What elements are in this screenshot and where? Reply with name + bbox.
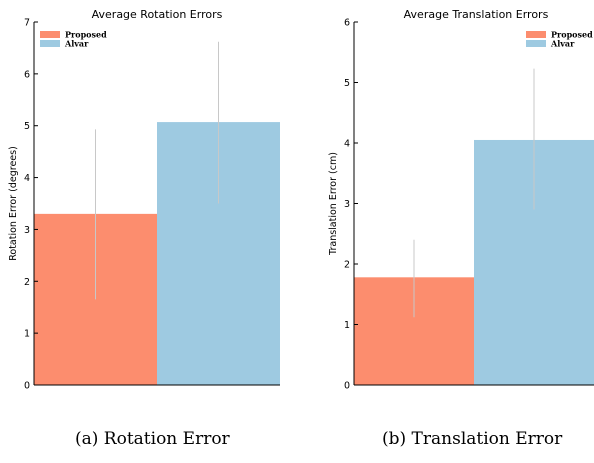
- translation-legend-label-proposed: Proposed: [551, 30, 593, 40]
- rotation-y-axis-label: Rotation Error (degrees): [8, 146, 19, 261]
- translation-y-tick-label: 4: [344, 139, 350, 150]
- rotation-y-tick-label: 3: [24, 225, 30, 236]
- translation-legend-swatch-alvar: [526, 40, 546, 47]
- rotation-y-tick-label: 2: [24, 277, 30, 288]
- translation-y-tick-label: 3: [344, 199, 350, 210]
- translation-y-tick-label: 0: [344, 381, 350, 392]
- rotation-y-tick-label: 4: [24, 173, 30, 184]
- caption-translation: (b) Translation Error: [382, 429, 563, 449]
- translation-y-tick-label: 1: [344, 320, 350, 331]
- rotation-y-tick-label: 0: [24, 381, 30, 392]
- translation-legend-swatch-proposed: [526, 31, 546, 38]
- rotation-chart-title: Average Rotation Errors: [92, 8, 223, 21]
- translation-y-tick-label: 2: [344, 260, 350, 271]
- rotation-y-tick-label: 1: [24, 329, 30, 340]
- rotation-y-tick-label: 7: [24, 18, 30, 29]
- translation-y-axis-label: Translation Error (cm): [328, 152, 339, 256]
- rotation-legend-label-proposed: Proposed: [65, 30, 107, 40]
- translation-chart-title: Average Translation Errors: [404, 8, 549, 21]
- translation-y-tick-label: 5: [344, 78, 350, 89]
- rotation-y-tick-label: 6: [24, 69, 30, 80]
- translation-y-tick-label: 6: [344, 18, 350, 29]
- rotation-y-tick-label: 5: [24, 121, 30, 132]
- translation-legend-label-alvar: Alvar: [550, 39, 575, 49]
- rotation-legend-swatch-alvar: [40, 40, 60, 47]
- caption-rotation: (a) Rotation Error: [75, 429, 230, 449]
- rotation-legend-swatch-proposed: [40, 31, 60, 38]
- rotation-legend-label-alvar: Alvar: [64, 39, 89, 49]
